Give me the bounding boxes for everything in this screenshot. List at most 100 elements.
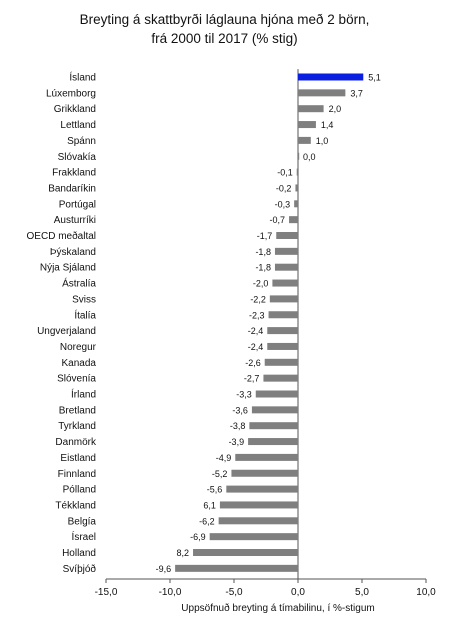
category-label: Grikkland bbox=[54, 104, 96, 115]
bar bbox=[298, 121, 316, 129]
bar bbox=[272, 279, 298, 287]
value-label: -2,2 bbox=[250, 294, 266, 304]
category-label: Austurríki bbox=[54, 215, 96, 226]
bar bbox=[289, 216, 298, 224]
value-label: -2,7 bbox=[244, 374, 260, 384]
value-label: -2,4 bbox=[248, 342, 264, 352]
value-label: 6,1 bbox=[203, 500, 216, 510]
bar bbox=[268, 311, 298, 319]
value-label: -1,7 bbox=[257, 231, 273, 241]
value-label: 1,4 bbox=[321, 120, 334, 130]
bar bbox=[274, 247, 298, 255]
bar bbox=[276, 232, 298, 239]
bar bbox=[219, 501, 298, 509]
category-label: Ástralía bbox=[62, 277, 96, 290]
category-label: Slóvenía bbox=[57, 374, 96, 385]
bar bbox=[251, 406, 298, 414]
category-label: Nýja Sjáland bbox=[40, 263, 96, 274]
category-label: Spánn bbox=[67, 136, 96, 147]
value-label: -4,9 bbox=[216, 453, 232, 463]
value-label: -1,8 bbox=[255, 263, 271, 273]
category-label: Pólland bbox=[63, 485, 96, 496]
bar bbox=[193, 549, 298, 556]
bar bbox=[235, 453, 298, 461]
bar bbox=[209, 533, 298, 541]
x-tick-label: -10,0 bbox=[159, 587, 182, 598]
category-label: Ísland bbox=[69, 71, 96, 84]
bar bbox=[226, 485, 298, 493]
bar bbox=[274, 263, 298, 271]
category-label: Ítalía bbox=[74, 308, 96, 321]
x-tick-label: -5,0 bbox=[225, 587, 243, 598]
category-label: Frakkland bbox=[52, 168, 96, 179]
bar bbox=[255, 390, 298, 398]
value-label: -1,8 bbox=[255, 247, 271, 257]
x-tick-label: 10,0 bbox=[416, 587, 436, 598]
category-label: Svíþjóð bbox=[63, 563, 97, 575]
bar bbox=[248, 438, 298, 446]
value-label: -3,6 bbox=[232, 405, 248, 415]
category-label: Finnland bbox=[58, 469, 96, 480]
category-label: Eistland bbox=[60, 453, 96, 464]
bar bbox=[218, 517, 298, 525]
bar bbox=[295, 184, 298, 192]
value-label: -3,9 bbox=[229, 437, 245, 447]
category-label: Tyrkland bbox=[58, 421, 96, 432]
x-axis-label: Uppsöfnuð breyting á tímabilinu, í %-sti… bbox=[181, 602, 374, 614]
category-label: Bretland bbox=[59, 405, 96, 416]
bar bbox=[175, 564, 298, 572]
category-label: Noregur bbox=[60, 342, 97, 353]
value-label: -5,2 bbox=[212, 469, 228, 479]
value-label: -0,7 bbox=[270, 215, 286, 225]
bar bbox=[249, 422, 298, 430]
value-label: -2,3 bbox=[249, 310, 265, 320]
value-label: -2,0 bbox=[253, 279, 269, 289]
x-tick-label: 5,0 bbox=[355, 587, 369, 598]
category-label: Bandaríkin bbox=[48, 183, 96, 194]
category-label: Þýskaland bbox=[50, 247, 96, 258]
category-label: Ísrael bbox=[72, 530, 96, 543]
value-label: 5,1 bbox=[368, 73, 381, 83]
bar bbox=[298, 73, 364, 81]
bar bbox=[298, 89, 346, 97]
category-label: Írland bbox=[71, 388, 96, 401]
value-label: -0,1 bbox=[277, 168, 293, 178]
category-label: Portúgal bbox=[59, 199, 96, 210]
bar bbox=[296, 168, 298, 176]
value-label: -0,2 bbox=[276, 183, 292, 193]
x-tick-label: 0,0 bbox=[291, 587, 305, 598]
bar bbox=[267, 327, 298, 335]
value-label: -6,9 bbox=[190, 532, 206, 542]
value-label: -3,8 bbox=[230, 421, 246, 431]
bar bbox=[298, 105, 324, 113]
value-label: 3,7 bbox=[350, 88, 363, 98]
value-label: -9,6 bbox=[156, 564, 172, 574]
value-label: 2,0 bbox=[329, 104, 342, 114]
category-label: Tékkland bbox=[55, 500, 96, 511]
category-label: OECD meðaltal bbox=[27, 230, 96, 242]
value-label: -0,3 bbox=[275, 199, 291, 209]
category-label: Slóvakía bbox=[58, 152, 97, 163]
bar bbox=[298, 152, 300, 160]
bar bbox=[231, 469, 298, 477]
value-label: -6,2 bbox=[199, 516, 215, 526]
bar bbox=[263, 374, 298, 382]
category-label: Belgía bbox=[68, 516, 97, 527]
value-label: -5,6 bbox=[207, 485, 223, 495]
bar bbox=[269, 295, 298, 303]
category-label: Lettland bbox=[60, 120, 96, 131]
value-label: 1,0 bbox=[316, 136, 329, 146]
category-label: Sviss bbox=[72, 294, 96, 305]
bar bbox=[294, 200, 298, 208]
category-label: Kanada bbox=[62, 358, 97, 369]
chart-title-line1: Breyting á skattbyrði láglauna hjóna með… bbox=[79, 12, 370, 27]
chart-title-line2: frá 2000 til 2017 (% stig) bbox=[151, 31, 298, 46]
value-label: 0,0 bbox=[303, 152, 316, 162]
bar bbox=[298, 136, 311, 144]
value-label: -2,4 bbox=[248, 326, 264, 336]
value-label: 8,2 bbox=[177, 548, 190, 558]
category-label: Lúxemborg bbox=[46, 88, 96, 99]
value-label: -2,6 bbox=[245, 358, 261, 368]
